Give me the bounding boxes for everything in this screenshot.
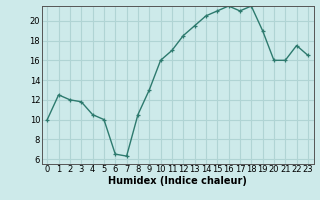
X-axis label: Humidex (Indice chaleur): Humidex (Indice chaleur) [108, 176, 247, 186]
